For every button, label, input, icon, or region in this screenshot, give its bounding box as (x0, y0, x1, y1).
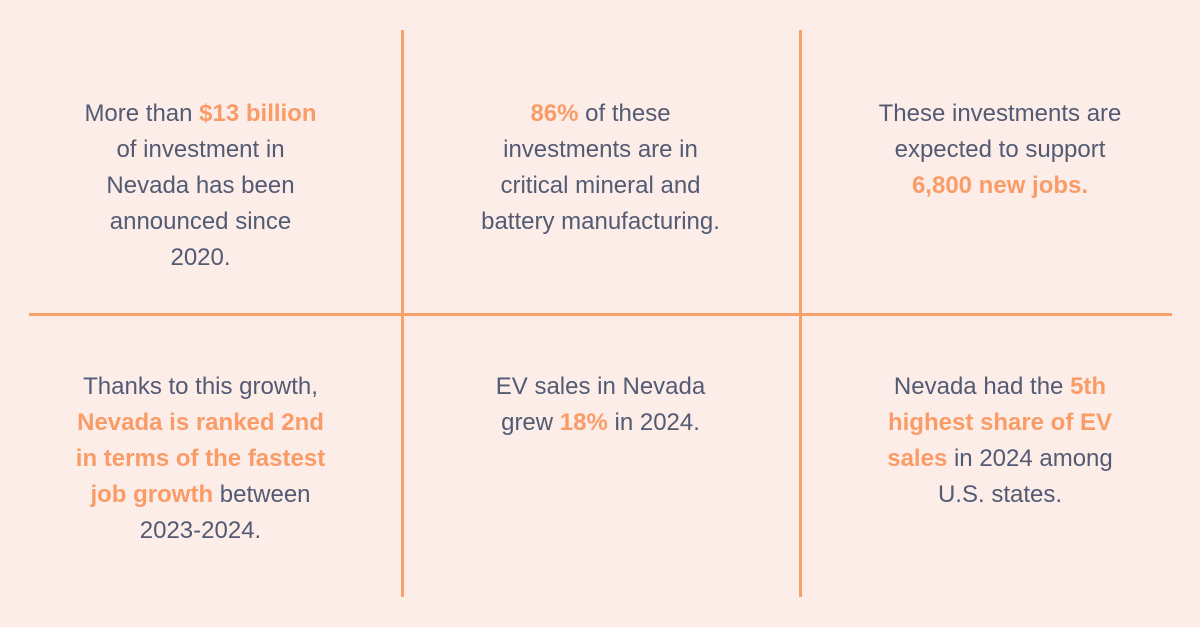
stat-highlight: 6,800 new jobs. (911, 172, 1089, 199)
stat-text-post: of these investments are in critical min… (481, 100, 720, 235)
stat-text: Thanks to this growth, Nevada is ranked … (0, 369, 401, 549)
stat-card-investment-total: More than $13 billion of investment in N… (0, 0, 401, 314)
stat-card-new-jobs: These investments are expected to suppor… (800, 0, 1200, 314)
horizontal-divider (29, 313, 1172, 316)
stat-text-pre: These investments are expected to suppor… (878, 100, 1122, 163)
stat-text: Nevada had the 5th highest share of EV s… (800, 369, 1200, 513)
stat-highlight: 86% (530, 100, 579, 127)
stat-highlight: 18% (559, 409, 608, 436)
stat-text-pre: More than (84, 100, 200, 127)
stat-text: 86% of these investments are in critical… (401, 96, 800, 240)
stat-text: More than $13 billion of investment in N… (0, 96, 401, 276)
stat-text: These investments are expected to suppor… (800, 96, 1200, 204)
stat-text-post: between 2023-2024. (139, 481, 311, 544)
stat-highlight: Nevada is ranked 2nd in terms of the fas… (75, 409, 326, 508)
stat-card-ev-sales-growth: EV sales in Nevada grew 18% in 2024. (401, 314, 800, 627)
stat-text-post: of investment in Nevada has been announc… (106, 136, 295, 271)
stat-card-job-growth-rank: Thanks to this growth, Nevada is ranked … (0, 314, 401, 627)
stat-text-pre: EV sales in Nevada grew (495, 373, 706, 436)
stat-card-investment-share: 86% of these investments are in critical… (401, 0, 800, 314)
stat-text-pre: Nevada had the (893, 373, 1071, 400)
stat-highlight: $13 billion (199, 100, 317, 127)
stat-text-post: in 2024 among U.S. states. (937, 445, 1113, 508)
stat-card-ev-sales-share-rank: Nevada had the 5th highest share of EV s… (800, 314, 1200, 627)
stat-highlight: 5th highest share of EV sales (887, 373, 1113, 472)
stat-text-pre: Thanks to this growth, (83, 373, 318, 400)
stat-text-post: in 2024. (607, 409, 700, 436)
stat-text: EV sales in Nevada grew 18% in 2024. (401, 369, 800, 441)
